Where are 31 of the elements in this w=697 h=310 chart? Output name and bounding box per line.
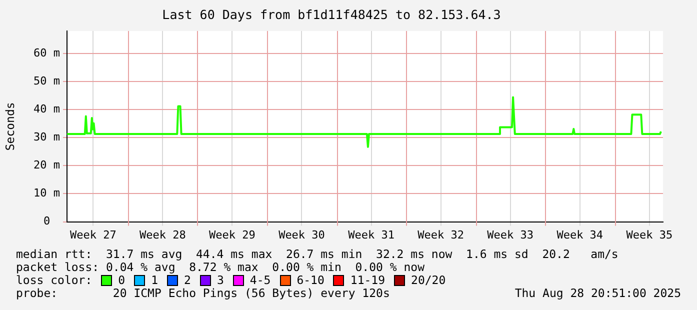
y-tick-label: 10 m	[34, 186, 60, 200]
legend-label: 4-5	[250, 273, 271, 287]
x-tick-label: Week 35	[626, 228, 673, 242]
legend-label: 0	[118, 273, 126, 287]
y-tick-label: 20 m	[34, 158, 60, 172]
legend-label: 20/20	[411, 273, 446, 287]
text: packet loss: 0.04 % avg 8.72 % max 0.00 % min 0.00 % now	[16, 260, 424, 274]
y-tick-label: 50 m	[34, 74, 60, 88]
x-tick-label: Week 29	[209, 228, 256, 242]
text: probe: 20 ICMP Echo Pings (56 Bytes) every 120s	[16, 286, 390, 300]
y-tick-label: 60 m	[34, 46, 60, 60]
x-tick-label: Week 31	[348, 228, 394, 242]
x-tick-label: Week 33	[487, 228, 534, 242]
x-tick-label: Week 30	[278, 228, 325, 242]
chart-title: Last 60 Days from bf1d11f48425 to 82.153.64.3	[162, 6, 501, 22]
legend-label: 6-10	[296, 273, 324, 287]
text: median rtt: 31.7 ms avg 44.4 ms max 26.7 ms min 32.2 ms now 1.6 ms sd 20.2 am/s	[16, 247, 618, 261]
y-tick-label: 0	[43, 214, 50, 228]
legend-title: loss color:	[16, 273, 92, 287]
legend-label: 1	[151, 273, 158, 287]
legend-label: 11-19	[350, 273, 386, 287]
x-tick-label: Week 28	[139, 228, 186, 242]
x-tick-label: Week 32	[418, 228, 464, 242]
x-tick-label: Week 34	[556, 228, 604, 242]
text: Thu Aug 28 20:51:00 2025	[514, 286, 681, 300]
y-tick-label: 30 m	[34, 130, 60, 144]
y-tick-label: 40 m	[34, 102, 60, 116]
legend-label: 2	[184, 273, 191, 287]
y-axis-title: Seconds	[2, 102, 17, 151]
legend-label: 3	[216, 273, 224, 287]
x-tick-label: Week 27	[70, 228, 116, 242]
